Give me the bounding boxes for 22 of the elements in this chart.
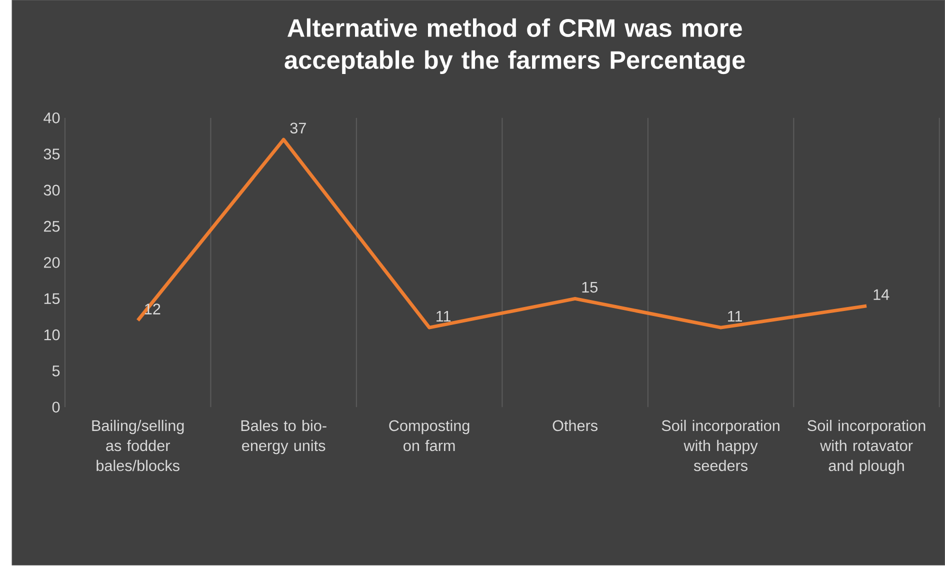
- data-label: 15: [582, 282, 598, 293]
- y-tick-label: 15: [44, 293, 60, 304]
- y-tick-label: 40: [44, 112, 60, 124]
- y-tick-label: 35: [44, 148, 60, 160]
- x-tick-label: Composting on farm: [389, 420, 470, 452]
- chart-title: Alternative method of CRM was more acceptable by the farmers Percentage: [284, 18, 745, 74]
- y-tick-label: 10: [44, 329, 60, 340]
- x-tick-label: Soil incorporation with rotavator and plough: [808, 420, 926, 474]
- y-tick-label: 25: [44, 220, 60, 232]
- y-tick-label: 5: [52, 366, 60, 376]
- x-tick-label: Bales to bio-energy units: [241, 420, 326, 454]
- data-label: 37: [290, 122, 306, 134]
- line-series: [136, 138, 868, 330]
- y-tick-label: 0: [52, 402, 60, 413]
- x-tick-label: Soil incorporation with happy seeders: [662, 420, 780, 472]
- data-label: 11: [728, 310, 742, 322]
- data-label: 11: [436, 310, 451, 322]
- x-tick-label: Others: [552, 420, 598, 432]
- y-tick-label: 20: [44, 257, 60, 268]
- data-label: 14: [874, 289, 890, 300]
- x-tick-label: Bailing/selling as fodder bales/blocks: [92, 420, 184, 472]
- y-tick-label: 30: [44, 184, 60, 196]
